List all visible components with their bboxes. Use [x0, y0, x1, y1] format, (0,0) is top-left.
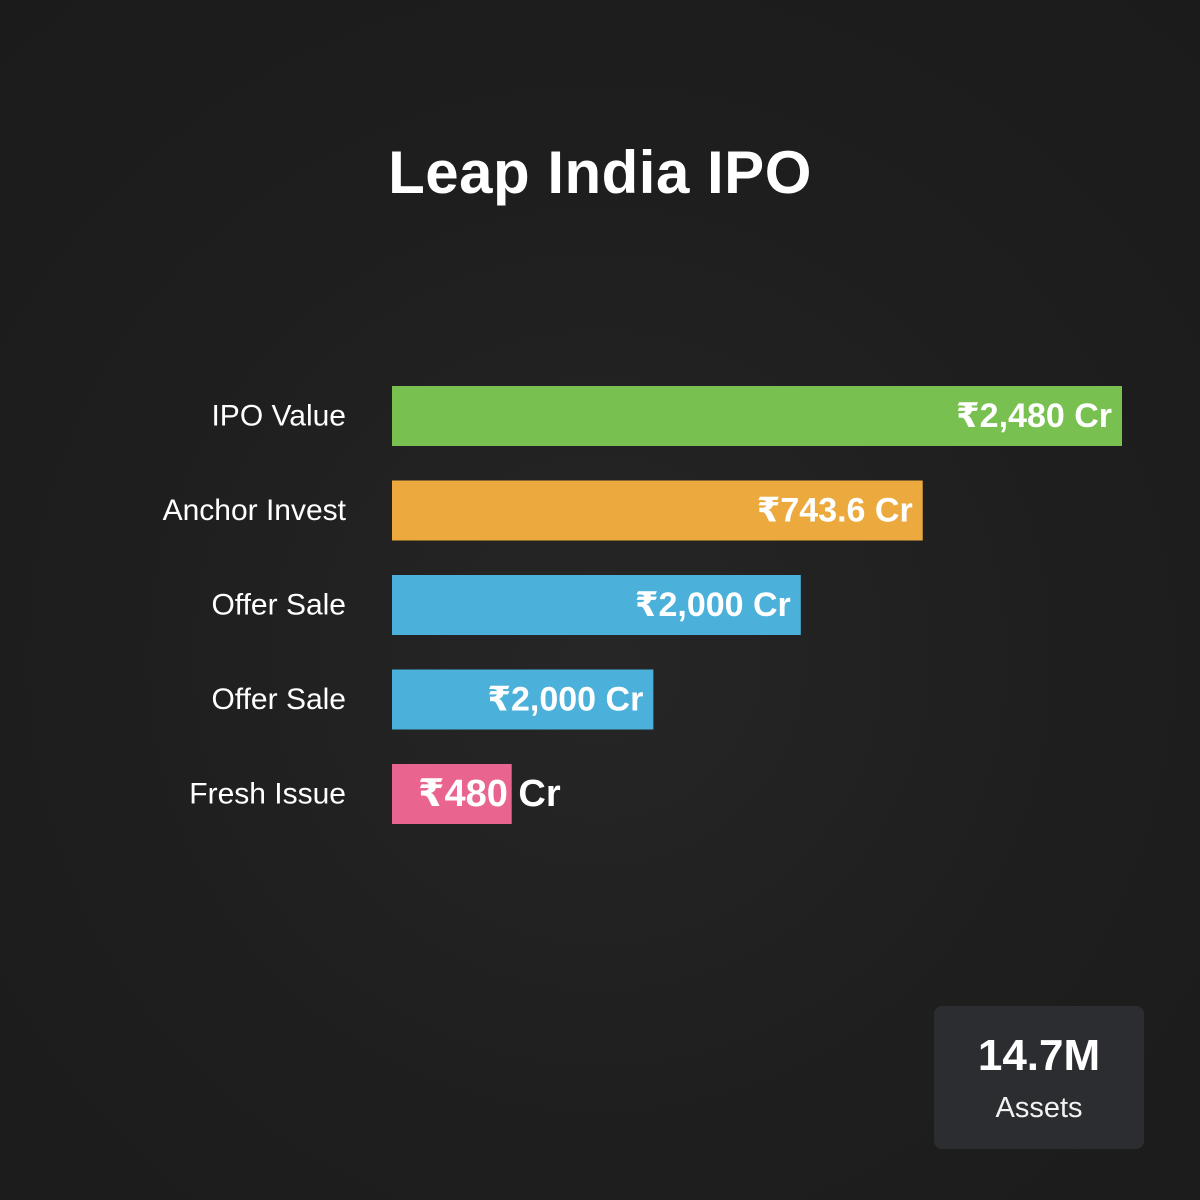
category-label-fresh-issue: Fresh Issue	[189, 778, 346, 811]
value-label-fresh-issue: ₹480 Cr	[418, 773, 561, 815]
stat-value: 14.7M	[977, 1031, 1101, 1080]
stat-label: Assets	[995, 1092, 1083, 1124]
bar-offer-sale	[392, 669, 654, 730]
bar-anchor-invest	[392, 480, 923, 541]
bar-ipo-value	[392, 386, 1122, 446]
value-label-ipo-value: ₹2,480 Cr	[956, 397, 1112, 435]
bar-fresh-issue	[392, 764, 512, 824]
category-label-anchor-invest: Anchor Invest	[163, 494, 347, 527]
stat-card-assets: 14.7M Assets	[934, 1006, 1144, 1149]
chart-title: Leap India IPO	[388, 139, 812, 206]
bar-offer-sale	[392, 575, 801, 635]
value-label-offer-sale: ₹2,000 Cr	[487, 681, 643, 719]
value-label-anchor-invest: ₹743.6 Cr	[757, 492, 913, 530]
category-label-offer-sale: Offer Sale	[211, 683, 346, 716]
category-label-offer-sale: Offer Sale	[211, 589, 346, 622]
category-label-ipo-value: IPO Value	[211, 400, 346, 433]
value-label-offer-sale: ₹2,000 Cr	[635, 586, 791, 624]
